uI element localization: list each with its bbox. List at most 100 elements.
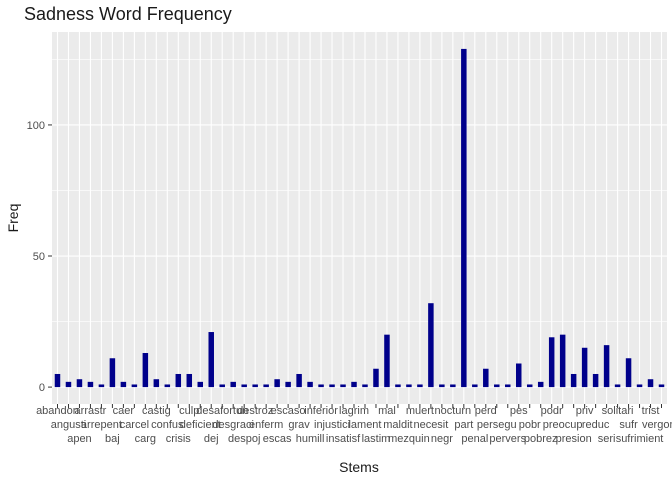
x-tick-label: penal xyxy=(461,433,488,445)
bar-mal xyxy=(384,334,390,388)
bar-mezquin xyxy=(406,384,412,388)
x-tick-label: solitari xyxy=(602,405,634,417)
bar-reduc xyxy=(592,373,599,388)
plot-panel xyxy=(52,32,667,404)
bar-sufrimient xyxy=(636,384,643,388)
bar-muert xyxy=(417,384,423,388)
x-tick-label: lament xyxy=(348,419,381,431)
x-tick-label: dej xyxy=(204,433,219,445)
x-tick-label: trist xyxy=(642,405,660,417)
bar-caer xyxy=(120,381,127,388)
bar-lament xyxy=(362,384,368,388)
x-tick-label: destroz xyxy=(237,405,273,417)
bar-penal xyxy=(472,384,478,388)
x-tick-label: angusti xyxy=(51,419,86,431)
x-tick-label: humill xyxy=(296,433,325,445)
bar-desafortun xyxy=(219,384,225,388)
x-tick-label: culp xyxy=(179,405,199,417)
bar-insatisf xyxy=(340,384,346,388)
x-axis-label: Stems xyxy=(339,459,379,475)
bar-negr xyxy=(439,384,445,388)
x-tick-label: injustici xyxy=(314,419,350,431)
bar-presion xyxy=(570,373,577,388)
bar-desgraci xyxy=(230,381,236,388)
x-tick-label: mal xyxy=(378,405,396,417)
x-tick-label: carcel xyxy=(120,419,149,431)
x-tick-label: muert xyxy=(406,405,434,417)
x-tick-label: lagrim xyxy=(339,405,369,417)
bar-despoj xyxy=(241,384,247,388)
x-tick-label: carg xyxy=(135,433,156,445)
y-axis-label: Freq xyxy=(5,204,21,233)
bar-carg xyxy=(142,353,149,388)
bar-crisis xyxy=(175,373,182,388)
bar-part xyxy=(461,48,467,388)
bar-nocturn xyxy=(450,384,456,388)
x-tick-label: reduc xyxy=(582,419,610,431)
bar-pobr xyxy=(526,384,533,388)
x-tick-label: seri xyxy=(598,433,616,445)
x-tick-label: confus xyxy=(151,419,184,431)
bar-confus xyxy=(164,384,171,388)
x-tick-label: persegu xyxy=(477,419,517,431)
bars xyxy=(54,48,665,388)
bar-lagrim xyxy=(351,381,357,388)
bar-castig xyxy=(153,379,160,388)
bar-angusti xyxy=(65,381,72,388)
bar-seri xyxy=(603,345,610,388)
bar-inferior xyxy=(318,384,324,388)
x-tick-label: preocup xyxy=(543,419,583,431)
bar-lastim xyxy=(373,368,379,388)
bar-pobrez xyxy=(537,381,544,388)
y-tick-label: 0 xyxy=(39,382,45,394)
bar-preocup xyxy=(559,334,566,388)
bar-solitari xyxy=(614,384,621,388)
bar-destroz xyxy=(252,384,258,388)
y-tick-label: 100 xyxy=(27,120,45,132)
bar-persegu xyxy=(494,384,500,388)
x-tick-label: perd xyxy=(475,405,497,417)
y-tick-label: 50 xyxy=(33,251,45,263)
x-tick-label: baj xyxy=(105,433,120,445)
x-tick-label: insatisf xyxy=(326,433,361,445)
x-tick-label: despoj xyxy=(228,433,260,445)
x-tick-label: deficient xyxy=(180,419,221,431)
x-tick-label: maldit xyxy=(383,419,412,431)
bar-escaso xyxy=(285,381,291,388)
x-tick-label: necesit xyxy=(413,419,448,431)
x-tick-label: lastim xyxy=(362,433,391,445)
x-axis: abandon angusti apen arrastr arrepent baj caer… xyxy=(36,404,672,445)
x-tick-label: sufrimient xyxy=(616,433,664,445)
bar-carcel xyxy=(131,384,138,388)
x-tick-label: escaso xyxy=(271,405,306,417)
bar-podr xyxy=(548,337,555,388)
bar-humill xyxy=(307,381,313,388)
bar-injustici xyxy=(329,384,335,388)
x-tick-label: presion xyxy=(556,433,592,445)
bar-apen xyxy=(76,379,83,388)
bar-baj xyxy=(109,358,116,388)
x-tick-label: apen xyxy=(67,433,91,445)
bar-vergonz xyxy=(658,384,665,388)
bar-pervers xyxy=(505,384,511,388)
bar-dej xyxy=(208,332,214,388)
x-tick-label: priv xyxy=(576,405,594,417)
x-tick-label: grav xyxy=(288,419,310,431)
x-tick-label: podr xyxy=(541,405,563,417)
bar-culp xyxy=(186,373,193,388)
bar-arrepent xyxy=(98,384,105,388)
bar-trist xyxy=(647,379,654,388)
bar-pes xyxy=(515,363,522,388)
x-tick-label: desgraci xyxy=(212,419,254,431)
chart-title: Sadness Word Frequency xyxy=(24,4,232,24)
gridlines xyxy=(52,32,667,404)
x-tick-label: caer xyxy=(113,405,135,417)
x-tick-label: pobr xyxy=(519,419,541,431)
bar-maldit xyxy=(395,384,401,388)
y-axis: 0 50 100 xyxy=(27,120,52,394)
bar-necesit xyxy=(428,303,434,388)
x-tick-label: pes xyxy=(510,405,528,417)
bar-arrastr xyxy=(87,381,94,388)
bar-priv xyxy=(581,347,588,388)
